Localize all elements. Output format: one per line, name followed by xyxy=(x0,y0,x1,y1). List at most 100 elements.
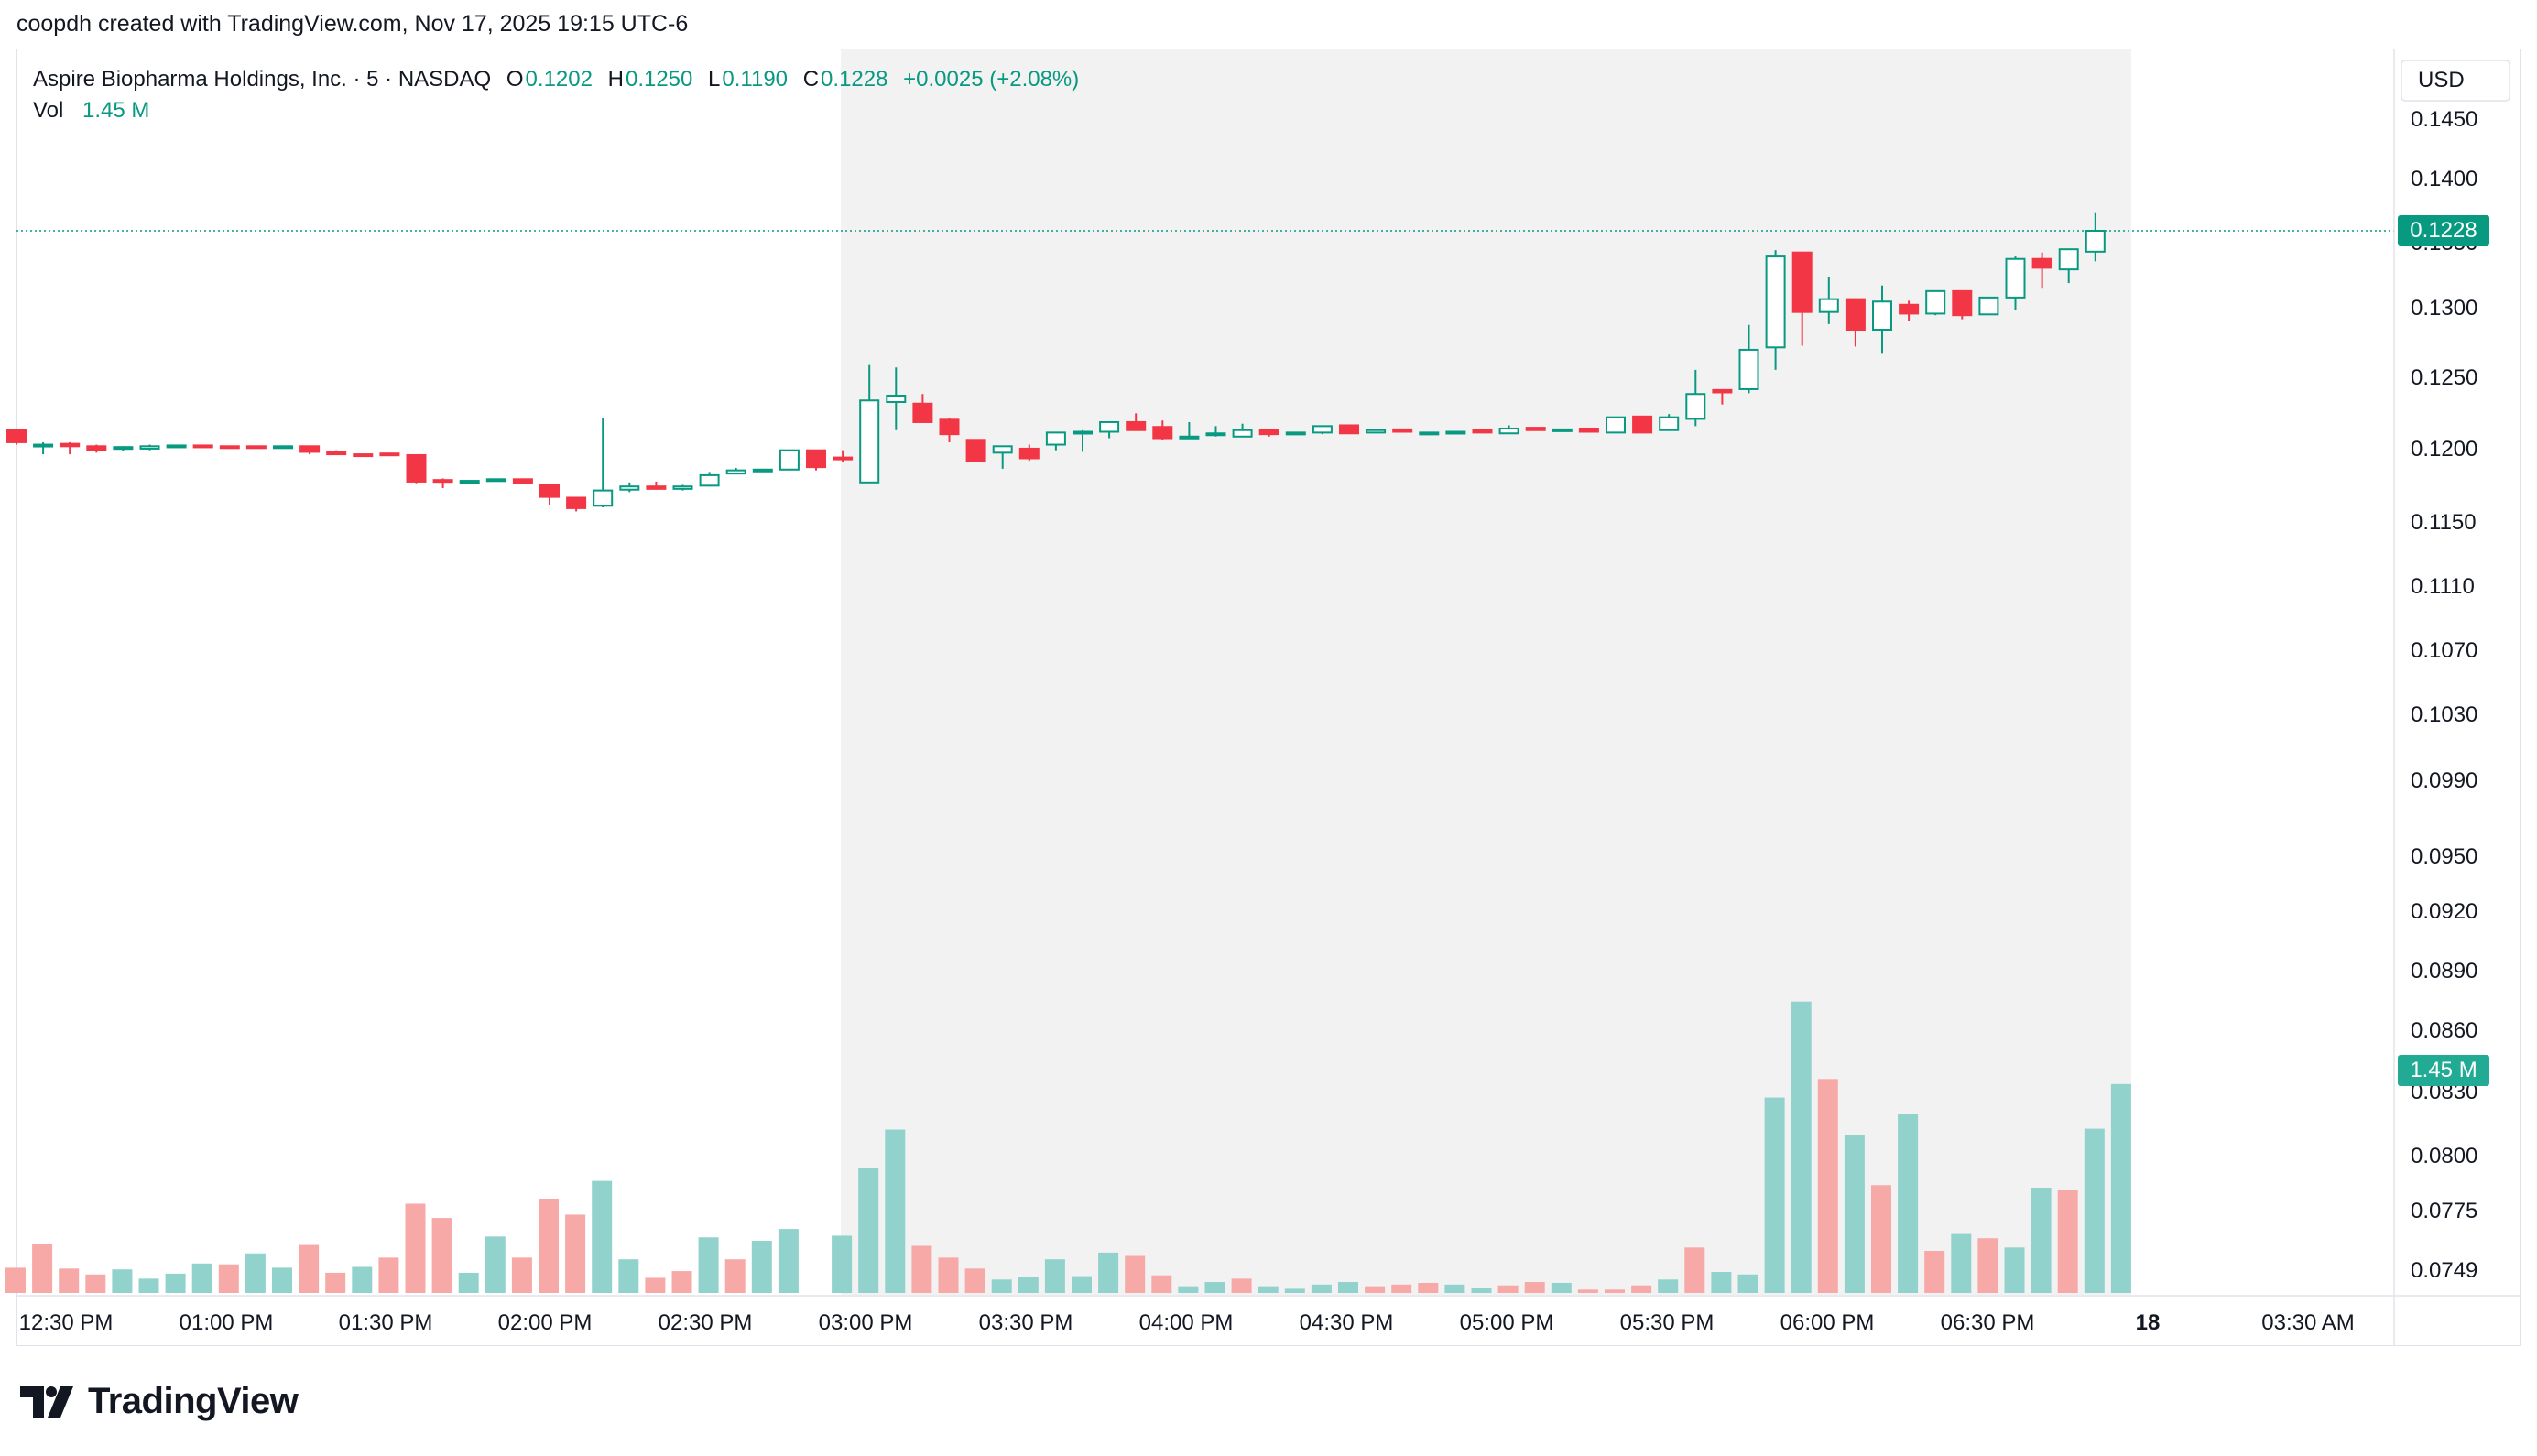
candle[interactable] xyxy=(1339,424,1359,435)
candle-body xyxy=(1258,429,1279,436)
candle[interactable] xyxy=(512,478,533,484)
candle[interactable] xyxy=(1791,251,1813,346)
candle[interactable] xyxy=(406,453,427,484)
candle[interactable] xyxy=(1606,416,1626,434)
candle[interactable] xyxy=(965,439,986,462)
candle[interactable] xyxy=(113,446,134,451)
candle[interactable] xyxy=(859,364,880,484)
candle[interactable] xyxy=(299,445,321,455)
candle[interactable] xyxy=(1392,428,1413,433)
candle[interactable] xyxy=(1445,430,1466,435)
candle[interactable] xyxy=(672,484,693,491)
candle[interactable] xyxy=(1765,250,1786,370)
candle[interactable] xyxy=(139,444,160,451)
candle-body xyxy=(1126,420,1147,431)
candle[interactable] xyxy=(1952,289,1973,320)
candle-body xyxy=(1765,255,1786,349)
candle[interactable] xyxy=(539,484,560,505)
candle-body xyxy=(353,453,374,458)
candle[interactable] xyxy=(1099,420,1120,439)
candle[interactable] xyxy=(459,480,480,484)
candle[interactable] xyxy=(992,445,1013,469)
candle[interactable] xyxy=(2005,256,2026,310)
candle[interactable] xyxy=(2031,252,2052,289)
candle[interactable] xyxy=(1578,427,1599,433)
candle-body xyxy=(1472,429,1493,434)
currency-label[interactable]: USD xyxy=(2418,68,2465,92)
candle[interactable] xyxy=(1498,425,1519,435)
candle[interactable] xyxy=(1312,425,1333,435)
candle[interactable] xyxy=(326,450,347,456)
candle[interactable] xyxy=(485,478,506,483)
candle[interactable] xyxy=(886,367,907,430)
candle[interactable] xyxy=(1845,298,1866,347)
candle[interactable] xyxy=(806,449,826,471)
candle[interactable] xyxy=(192,444,213,449)
candle[interactable] xyxy=(60,441,81,455)
volume-bar xyxy=(218,1264,239,1293)
candle[interactable] xyxy=(432,478,453,488)
candle[interactable] xyxy=(1073,429,1093,452)
candle[interactable] xyxy=(273,445,293,450)
candle[interactable] xyxy=(1285,431,1306,436)
candle[interactable] xyxy=(6,428,27,445)
candle[interactable] xyxy=(1925,289,1946,316)
candle[interactable] xyxy=(1685,369,1706,427)
candle[interactable] xyxy=(1018,444,1040,462)
volume-bar xyxy=(485,1236,506,1293)
candle[interactable] xyxy=(86,444,107,453)
candle[interactable] xyxy=(1552,428,1573,432)
candle-body xyxy=(245,445,267,450)
candle[interactable] xyxy=(752,468,773,473)
candle-body xyxy=(539,484,560,498)
candle[interactable] xyxy=(912,394,933,423)
candle[interactable] xyxy=(1152,420,1173,440)
candle[interactable] xyxy=(646,481,667,490)
candle[interactable] xyxy=(619,482,640,493)
candle[interactable] xyxy=(779,449,800,471)
candle[interactable] xyxy=(725,468,746,475)
candle[interactable] xyxy=(593,418,614,508)
tradingview-logo[interactable]: TradingView xyxy=(20,1381,299,1422)
candle[interactable] xyxy=(2085,212,2106,262)
candle[interactable] xyxy=(939,418,960,442)
candle[interactable] xyxy=(1258,428,1279,437)
candle[interactable] xyxy=(1872,285,1892,354)
volume-bar xyxy=(2057,1190,2078,1293)
candle[interactable] xyxy=(1472,429,1493,434)
candle[interactable] xyxy=(1045,431,1066,451)
candle[interactable] xyxy=(1632,415,1653,434)
volume-bar xyxy=(1204,1282,1225,1293)
candle[interactable] xyxy=(166,444,187,449)
candle[interactable] xyxy=(833,450,854,462)
candle[interactable] xyxy=(699,472,720,487)
candle[interactable] xyxy=(2058,248,2079,284)
candle[interactable] xyxy=(245,445,267,450)
candle[interactable] xyxy=(1899,300,1920,321)
volume-bar xyxy=(1551,1282,1572,1293)
candle[interactable] xyxy=(1419,431,1440,436)
volume-bar xyxy=(1098,1252,1119,1293)
candle[interactable] xyxy=(1366,429,1387,434)
candle[interactable] xyxy=(1126,413,1147,431)
candle[interactable] xyxy=(1659,414,1680,431)
candle-body xyxy=(139,445,160,450)
candle[interactable] xyxy=(1978,296,1999,316)
candle[interactable] xyxy=(219,445,240,450)
candle[interactable] xyxy=(1818,277,1839,324)
legend-symbol[interactable]: Aspire Biopharma Holdings, Inc. · 5 · NA… xyxy=(33,67,492,92)
candle[interactable] xyxy=(1712,388,1733,405)
volume-bar xyxy=(1311,1284,1332,1293)
candle[interactable] xyxy=(1232,423,1253,438)
candle[interactable] xyxy=(1179,421,1200,440)
candle[interactable] xyxy=(353,453,374,458)
candle[interactable] xyxy=(379,452,400,457)
candle[interactable] xyxy=(1205,426,1226,437)
candle[interactable] xyxy=(566,496,587,512)
candle[interactable] xyxy=(33,441,54,455)
candle[interactable] xyxy=(1525,427,1546,431)
candle[interactable] xyxy=(1738,324,1759,394)
candle-body xyxy=(1791,251,1813,313)
candle-body xyxy=(672,485,693,490)
